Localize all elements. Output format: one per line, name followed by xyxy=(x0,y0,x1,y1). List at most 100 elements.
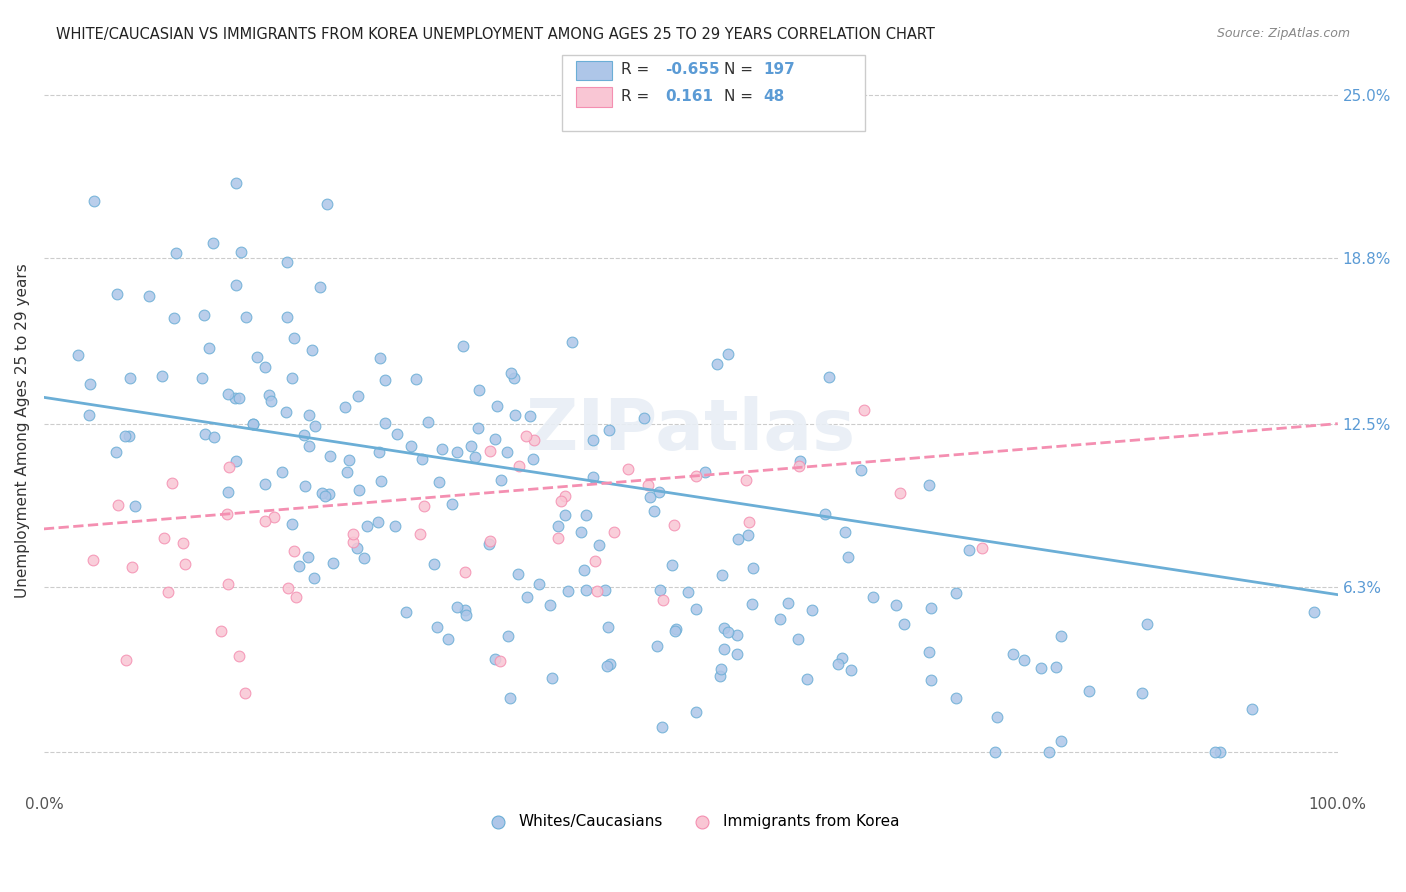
Point xyxy=(77,408,100,422)
Point xyxy=(595,659,617,673)
Point xyxy=(218,459,240,474)
Point xyxy=(191,371,214,385)
Point xyxy=(260,393,283,408)
Point xyxy=(297,550,319,565)
Point xyxy=(120,370,142,384)
Point xyxy=(582,470,605,484)
Point xyxy=(1077,683,1099,698)
Point xyxy=(285,590,308,604)
Point xyxy=(283,543,305,558)
Point xyxy=(685,601,707,615)
Point xyxy=(884,599,907,613)
Point xyxy=(496,445,519,459)
Point xyxy=(598,423,620,437)
Text: 48: 48 xyxy=(763,89,785,103)
Point xyxy=(426,620,449,634)
Point xyxy=(1029,661,1052,675)
Point xyxy=(737,527,759,541)
Point xyxy=(347,389,370,403)
Point xyxy=(242,417,264,432)
Point xyxy=(194,426,217,441)
Point xyxy=(138,289,160,303)
Point xyxy=(637,478,659,492)
Point xyxy=(571,525,593,540)
Point xyxy=(298,439,321,453)
Point xyxy=(156,585,179,599)
Point xyxy=(454,602,477,616)
Point xyxy=(596,620,619,634)
Point xyxy=(301,343,323,358)
Point xyxy=(616,462,638,476)
Point xyxy=(254,514,277,528)
Point xyxy=(173,558,195,572)
Point xyxy=(118,429,141,443)
Point xyxy=(225,453,247,467)
Text: 197: 197 xyxy=(763,62,796,77)
Point xyxy=(107,498,129,512)
Point xyxy=(738,515,761,529)
Point xyxy=(115,653,138,667)
Point xyxy=(515,591,537,605)
Point xyxy=(427,475,450,489)
Point xyxy=(413,499,436,513)
Text: -0.655: -0.655 xyxy=(665,62,720,77)
Point xyxy=(288,559,311,574)
Point xyxy=(342,526,364,541)
Legend: Whites/Caucasians, Immigrants from Korea: Whites/Caucasians, Immigrants from Korea xyxy=(477,808,905,835)
Point xyxy=(367,445,389,459)
Point xyxy=(228,648,250,663)
Text: WHITE/CAUCASIAN VS IMMIGRANTS FROM KOREA UNEMPLOYMENT AMONG AGES 25 TO 29 YEARS : WHITE/CAUCASIAN VS IMMIGRANTS FROM KOREA… xyxy=(56,27,935,42)
Point xyxy=(827,657,849,671)
Point xyxy=(717,346,740,360)
Point xyxy=(105,286,128,301)
Point xyxy=(486,400,509,414)
Point xyxy=(124,500,146,514)
Point xyxy=(665,622,688,636)
Point xyxy=(373,373,395,387)
Point xyxy=(430,442,453,456)
Point xyxy=(945,690,967,705)
Point xyxy=(1241,701,1264,715)
Point xyxy=(725,647,748,661)
Point xyxy=(263,510,285,524)
Point xyxy=(224,391,246,405)
Point xyxy=(1132,686,1154,700)
Point xyxy=(367,515,389,529)
Text: N =: N = xyxy=(724,89,763,103)
Point xyxy=(582,433,605,447)
Point xyxy=(468,383,491,397)
Point xyxy=(586,583,609,598)
Point xyxy=(304,418,326,433)
Point xyxy=(1136,616,1159,631)
Point xyxy=(540,671,562,685)
Point xyxy=(374,416,396,430)
Point xyxy=(436,632,458,646)
Point xyxy=(643,504,665,518)
Point xyxy=(984,746,1007,760)
Text: R =: R = xyxy=(621,62,655,77)
Point xyxy=(661,558,683,573)
Point xyxy=(416,415,439,429)
Point xyxy=(502,371,524,385)
Point xyxy=(456,608,478,623)
Point xyxy=(499,367,522,381)
Point xyxy=(484,432,506,446)
Point xyxy=(550,494,572,508)
Point xyxy=(709,669,731,683)
Point xyxy=(496,629,519,643)
Point xyxy=(817,370,839,384)
Point xyxy=(280,517,302,532)
Point xyxy=(165,246,187,260)
Point xyxy=(676,585,699,599)
Point xyxy=(277,581,299,595)
Point xyxy=(508,458,530,473)
Point xyxy=(920,673,942,688)
Point xyxy=(464,450,486,465)
Point xyxy=(575,582,598,597)
Point xyxy=(311,486,333,500)
Point xyxy=(685,705,707,719)
Point xyxy=(318,449,340,463)
Point xyxy=(651,593,673,607)
Point xyxy=(1045,660,1067,674)
Point xyxy=(849,463,872,477)
